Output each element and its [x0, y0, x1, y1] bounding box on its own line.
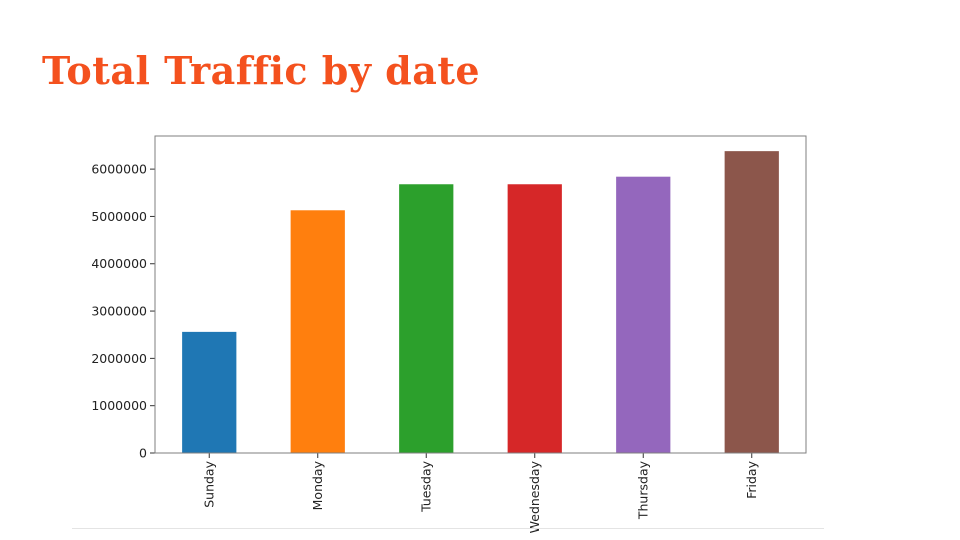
bar-tuesday: [399, 184, 454, 453]
plot-frame: [154, 135, 807, 454]
bar-friday: [724, 151, 779, 453]
y-tick-label: 0: [139, 446, 147, 461]
x-tick-label: Wednesday: [527, 460, 542, 533]
x-axis: Sunday Monday Tuesday Wednesday Thursday Frid…: [201, 453, 759, 533]
y-tick-label: 1000000: [91, 398, 147, 413]
y-tick-label: 3000000: [91, 304, 147, 319]
slide-title: Total Traffic by date: [42, 48, 481, 93]
x-tick-label: Monday: [310, 460, 325, 510]
x-tick-label: Friday: [744, 460, 759, 498]
y-tick-label: 6000000: [91, 162, 147, 177]
y-tick-label: 2000000: [91, 351, 147, 366]
footer-divider: [72, 528, 824, 529]
y-tick-label: 5000000: [91, 209, 147, 224]
bar-wednesday: [507, 184, 562, 453]
x-tick-label: Thursday: [635, 460, 650, 520]
x-tick-label: Sunday: [201, 460, 216, 507]
bar-monday: [290, 210, 345, 453]
y-tick-label: 4000000: [91, 256, 147, 271]
bars: [182, 151, 779, 453]
x-tick-label: Tuesday: [418, 460, 433, 512]
bar-thursday: [616, 176, 671, 453]
y-axis: 0 1000000 2000000 3000000 4000000 5000000 6000…: [91, 162, 155, 461]
bar-sunday: [182, 331, 237, 453]
